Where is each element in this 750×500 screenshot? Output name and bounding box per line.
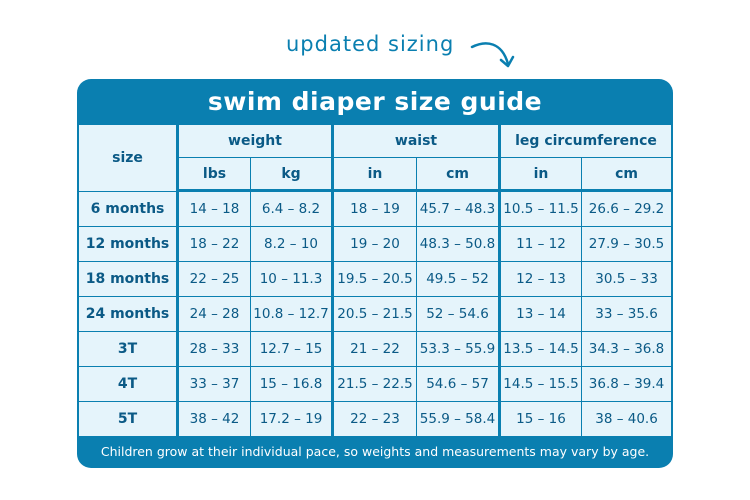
table-cell: 24 – 28 xyxy=(179,297,251,332)
table-cell: 30.5 – 33 xyxy=(582,262,672,297)
table-cell: 38 – 40.6 xyxy=(582,402,672,437)
table-cell: 10.8 – 12.7 xyxy=(251,297,335,332)
table-cell: 28 – 33 xyxy=(179,332,251,367)
size-label: 4T xyxy=(79,367,179,402)
table-cell: 19 – 20 xyxy=(334,227,418,262)
table-cell: 27.9 – 30.5 xyxy=(582,227,672,262)
table-cell: 14 – 18 xyxy=(179,192,251,227)
unit-header-kg: kg xyxy=(251,158,335,192)
table-cell: 54.6 – 57 xyxy=(417,367,502,402)
table-cell: 52 – 54.6 xyxy=(417,297,502,332)
table-row: 4T 33 – 37 15 – 16.8 21.5 – 22.5 54.6 – … xyxy=(79,367,672,402)
table-cell: 15 – 16 xyxy=(501,402,583,437)
leg-circumference-header: leg circumference xyxy=(501,125,672,158)
size-guide-card: swim diaper size guide size weight waist… xyxy=(77,79,673,468)
table-cell: 11 – 12 xyxy=(501,227,583,262)
unit-header-in: in xyxy=(334,158,418,192)
table-row: 18 months 22 – 25 10 – 11.3 19.5 – 20.5 … xyxy=(79,262,672,297)
unit-header-cm: cm xyxy=(582,158,672,192)
table-cell: 36.8 – 39.4 xyxy=(582,367,672,402)
table-cell: 22 – 25 xyxy=(179,262,251,297)
table-cell: 12.7 – 15 xyxy=(251,332,335,367)
table-cell: 33 – 35.6 xyxy=(582,297,672,332)
size-header: size xyxy=(79,125,179,192)
table-cell: 26.6 – 29.2 xyxy=(582,192,672,227)
table-cell: 19.5 – 20.5 xyxy=(334,262,418,297)
table-cell: 17.2 – 19 xyxy=(251,402,335,437)
table-cell: 14.5 – 15.5 xyxy=(501,367,583,402)
unit-header-cm: cm xyxy=(417,158,502,192)
table-cell: 49.5 – 52 xyxy=(417,262,502,297)
table-cell: 12 – 13 xyxy=(501,262,583,297)
size-label: 6 months xyxy=(79,192,179,227)
size-label: 18 months xyxy=(79,262,179,297)
table-row: 24 months 24 – 28 10.8 – 12.7 20.5 – 21.… xyxy=(79,297,672,332)
table-cell: 53.3 – 55.9 xyxy=(417,332,502,367)
unit-header-lbs: lbs xyxy=(179,158,251,192)
table-cell: 10 – 11.3 xyxy=(251,262,335,297)
waist-header: waist xyxy=(334,125,502,158)
size-table: size weight waist leg circumference lbs … xyxy=(79,125,672,437)
table-cell: 21.5 – 22.5 xyxy=(334,367,418,402)
table-cell: 21 – 22 xyxy=(334,332,418,367)
table-cell: 10.5 – 11.5 xyxy=(501,192,583,227)
table-cell: 20.5 – 21.5 xyxy=(334,297,418,332)
size-label: 12 months xyxy=(79,227,179,262)
table-cell: 55.9 – 58.4 xyxy=(417,402,502,437)
size-guide-title: swim diaper size guide xyxy=(207,87,543,116)
table-cell: 48.3 – 50.8 xyxy=(417,227,502,262)
table-cell: 13.5 – 14.5 xyxy=(501,332,583,367)
table-cell: 6.4 – 8.2 xyxy=(251,192,335,227)
table-row: 3T 28 – 33 12.7 – 15 21 – 22 53.3 – 55.9… xyxy=(79,332,672,367)
table-row: 6 months 14 – 18 6.4 – 8.2 18 – 19 45.7 … xyxy=(79,192,672,227)
size-label: 5T xyxy=(79,402,179,437)
weight-header: weight xyxy=(179,125,335,158)
table-cell: 18 – 19 xyxy=(334,192,418,227)
table-row: 5T 38 – 42 17.2 – 19 22 – 23 55.9 – 58.4… xyxy=(79,402,672,437)
table-cell: 33 – 37 xyxy=(179,367,251,402)
table-cell: 8.2 – 10 xyxy=(251,227,335,262)
size-label: 24 months xyxy=(79,297,179,332)
size-label: 3T xyxy=(79,332,179,367)
unit-header-in: in xyxy=(501,158,583,192)
table-cell: 18 – 22 xyxy=(179,227,251,262)
updated-sizing-callout: updated sizing xyxy=(286,32,455,56)
table-cell: 45.7 – 48.3 xyxy=(417,192,502,227)
table-cell: 22 – 23 xyxy=(334,402,418,437)
table-cell: 34.3 – 36.8 xyxy=(582,332,672,367)
table-cell: 38 – 42 xyxy=(179,402,251,437)
table-row: 12 months 18 – 22 8.2 – 10 19 – 20 48.3 … xyxy=(79,227,672,262)
footnote: Children grow at their individual pace, … xyxy=(100,444,650,459)
curved-arrow-icon xyxy=(470,42,515,68)
table-cell: 15 – 16.8 xyxy=(251,367,335,402)
table-cell: 13 – 14 xyxy=(501,297,583,332)
